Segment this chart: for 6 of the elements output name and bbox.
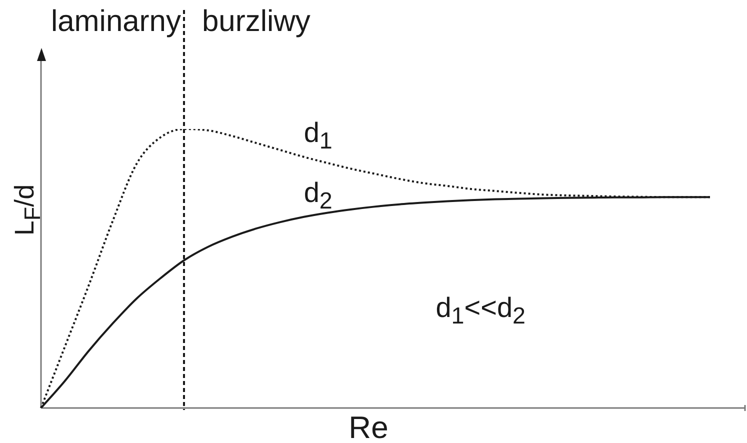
- annotation: d$_{1}$<<d$_{2}$: [436, 292, 526, 328]
- series-label: d$_{2}$: [304, 176, 332, 214]
- series-label: d$_{1}$: [304, 116, 332, 154]
- text: burzliwy: [202, 5, 310, 38]
- x-axis-title: Re: [348, 410, 388, 443]
- text: laminarny: [50, 5, 181, 38]
